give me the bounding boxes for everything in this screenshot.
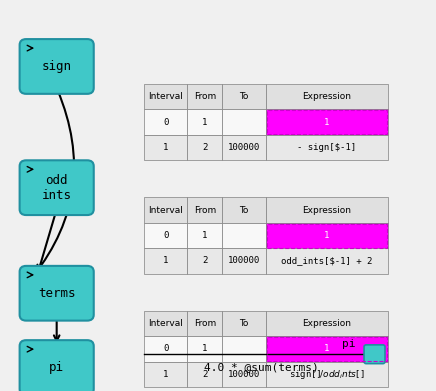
Text: 2: 2	[202, 256, 208, 265]
Text: Interval: Interval	[148, 319, 183, 328]
Text: 1: 1	[202, 231, 208, 240]
FancyBboxPatch shape	[187, 362, 222, 387]
FancyBboxPatch shape	[222, 109, 266, 135]
FancyBboxPatch shape	[144, 248, 187, 274]
FancyBboxPatch shape	[266, 311, 388, 336]
Text: odd_ints[$-1] + 2: odd_ints[$-1] + 2	[281, 256, 373, 265]
Text: 1: 1	[324, 231, 330, 240]
FancyBboxPatch shape	[187, 311, 222, 336]
Text: 100000: 100000	[228, 370, 260, 379]
FancyBboxPatch shape	[222, 135, 266, 160]
Text: To: To	[239, 92, 249, 101]
Text: pi: pi	[49, 361, 64, 374]
Text: 1: 1	[163, 143, 168, 152]
Text: sign: sign	[42, 60, 72, 73]
FancyBboxPatch shape	[187, 109, 222, 135]
FancyBboxPatch shape	[266, 223, 388, 248]
FancyBboxPatch shape	[222, 197, 266, 223]
FancyBboxPatch shape	[20, 266, 94, 321]
FancyBboxPatch shape	[144, 223, 187, 248]
Text: 1: 1	[202, 118, 208, 127]
Text: Expression: Expression	[303, 206, 351, 215]
Text: 100000: 100000	[228, 143, 260, 152]
Text: 0: 0	[163, 344, 168, 353]
FancyBboxPatch shape	[364, 345, 385, 364]
Text: Expression: Expression	[303, 319, 351, 328]
FancyBboxPatch shape	[144, 135, 187, 160]
FancyBboxPatch shape	[266, 197, 388, 223]
FancyBboxPatch shape	[144, 336, 187, 362]
Text: To: To	[239, 206, 249, 215]
Text: From: From	[194, 92, 216, 101]
Text: pi: pi	[342, 339, 355, 349]
Text: To: To	[239, 319, 249, 328]
FancyBboxPatch shape	[222, 84, 266, 109]
FancyBboxPatch shape	[187, 84, 222, 109]
Text: 1: 1	[324, 118, 330, 127]
Text: odd
ints: odd ints	[42, 174, 72, 202]
Text: Interval: Interval	[148, 92, 183, 101]
FancyBboxPatch shape	[222, 362, 266, 387]
FancyBboxPatch shape	[266, 248, 388, 274]
FancyBboxPatch shape	[144, 84, 187, 109]
Text: 4.0 * @sum(terms): 4.0 * @sum(terms)	[204, 362, 319, 373]
Text: 1: 1	[202, 344, 208, 353]
Text: 2: 2	[202, 370, 208, 379]
Text: 1: 1	[163, 370, 168, 379]
FancyBboxPatch shape	[266, 362, 388, 387]
Text: terms: terms	[38, 287, 75, 300]
FancyBboxPatch shape	[266, 336, 388, 362]
Text: 0: 0	[163, 118, 168, 127]
Text: From: From	[194, 206, 216, 215]
FancyBboxPatch shape	[20, 340, 94, 391]
Text: 0: 0	[163, 231, 168, 240]
FancyBboxPatch shape	[266, 84, 388, 109]
Text: 100000: 100000	[228, 256, 260, 265]
FancyBboxPatch shape	[187, 336, 222, 362]
FancyBboxPatch shape	[222, 336, 266, 362]
Text: 2: 2	[202, 143, 208, 152]
Text: From: From	[194, 319, 216, 328]
Text: 1: 1	[324, 344, 330, 353]
FancyBboxPatch shape	[144, 197, 187, 223]
FancyBboxPatch shape	[222, 223, 266, 248]
FancyBboxPatch shape	[222, 311, 266, 336]
FancyBboxPatch shape	[144, 311, 187, 336]
FancyBboxPatch shape	[266, 135, 388, 160]
Text: sign[$]/odd_ints[$]: sign[$]/odd_ints[$]	[289, 368, 365, 381]
FancyBboxPatch shape	[187, 135, 222, 160]
Text: 1: 1	[163, 256, 168, 265]
Text: Interval: Interval	[148, 206, 183, 215]
FancyBboxPatch shape	[20, 39, 94, 94]
FancyBboxPatch shape	[144, 362, 187, 387]
FancyBboxPatch shape	[266, 109, 388, 135]
Text: Expression: Expression	[303, 92, 351, 101]
FancyBboxPatch shape	[222, 248, 266, 274]
Text: - sign[$-1]: - sign[$-1]	[297, 143, 357, 152]
FancyBboxPatch shape	[144, 109, 187, 135]
FancyBboxPatch shape	[187, 248, 222, 274]
FancyBboxPatch shape	[187, 197, 222, 223]
FancyBboxPatch shape	[20, 160, 94, 215]
FancyBboxPatch shape	[187, 223, 222, 248]
